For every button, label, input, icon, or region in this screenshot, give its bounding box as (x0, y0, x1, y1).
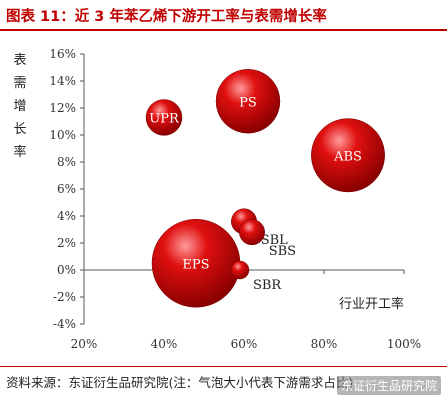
bubble-label-ps: PS (239, 95, 257, 110)
y-axis-title-char: 率 (13, 144, 26, 160)
y-tick-label: 10% (49, 128, 76, 142)
y-axis-title-char: 需 (13, 76, 26, 91)
y-tick-label: -4% (53, 317, 76, 331)
y-tick-label: 4% (57, 209, 76, 223)
bubble-chart: 表需增长率 -4% -2% 0% 2% 4% 6% 8% 10% 12% 14% 16% 20% 40%… (13, 47, 421, 351)
bubble-abs (311, 118, 385, 193)
bubble-upr (145, 99, 183, 136)
bubble-label-sbs: SBS (269, 244, 296, 259)
x-tick-label: 100% (387, 337, 421, 351)
y-tick-label: 2% (57, 236, 76, 250)
y-tick-label: 16% (49, 47, 76, 61)
y-tick-label: 0% (57, 263, 76, 277)
y-tick-label: 12% (49, 101, 76, 115)
bubble-label-sbr: SBR (253, 278, 282, 293)
y-tick-label: 14% (49, 74, 76, 88)
title-rule (0, 29, 447, 31)
figure-title: 图表 11：近 3 年苯乙烯下游开工率与表需增长率 (6, 9, 327, 25)
bubble-sbs (239, 219, 265, 246)
axes: -4% -2% 0% 2% 4% 6% 8% 10% 12% 14% 16% 20% 40% 60% 80%… (49, 47, 421, 351)
source-note: 资料来源：东证衍生品研究院(注：气泡大小代表下游需求占比) (6, 375, 354, 390)
y-axis-title-char: 增 (13, 99, 26, 114)
y-axis-title-char: 长 (13, 122, 26, 137)
y-tick-label: 8% (57, 155, 76, 169)
x-tick-label: 20% (71, 337, 98, 351)
bubble-sbr (230, 260, 250, 280)
y-tick-label: -2% (53, 290, 76, 304)
watermark-badge: 东证衍生品研究院 (336, 376, 441, 395)
bubble-label-sbl: SBL (261, 233, 288, 248)
bubble-label-upr: UPR (149, 111, 180, 126)
x-tick-label: 80% (311, 337, 338, 351)
source-rule (0, 366, 447, 367)
y-axis-title-char: 表 (13, 53, 26, 68)
bubble-label-abs: ABS (333, 149, 362, 164)
x-tick-label: 40% (151, 337, 178, 351)
y-tick-label: 6% (57, 182, 76, 196)
y-axis-title: 表需增长率 (13, 53, 26, 160)
x-tick-label: 60% (231, 337, 258, 351)
bubble-ps (215, 69, 281, 134)
bubble-label-eps: EPS (182, 257, 209, 272)
x-axis-title: 行业开工率 (339, 296, 404, 312)
